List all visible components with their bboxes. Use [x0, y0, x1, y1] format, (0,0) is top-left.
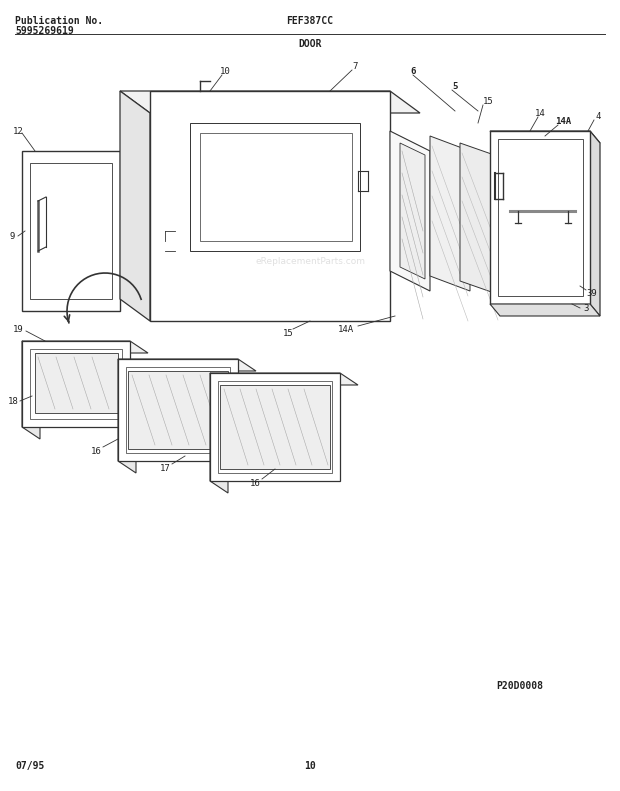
Polygon shape [120, 91, 420, 113]
Text: 6: 6 [410, 66, 415, 75]
Text: 5: 5 [453, 81, 458, 90]
Text: 10: 10 [304, 761, 316, 771]
Text: 16: 16 [91, 446, 102, 456]
Text: 14A: 14A [338, 324, 354, 334]
Polygon shape [490, 304, 600, 316]
Text: 17: 17 [159, 464, 170, 472]
Polygon shape [120, 91, 150, 321]
Text: 3: 3 [583, 304, 588, 312]
Polygon shape [22, 151, 120, 311]
Polygon shape [210, 373, 358, 385]
Polygon shape [150, 91, 390, 321]
Text: eReplacementParts.com: eReplacementParts.com [255, 256, 365, 266]
Polygon shape [400, 143, 425, 279]
Polygon shape [460, 143, 500, 295]
Text: 12: 12 [12, 127, 24, 135]
Text: 7: 7 [352, 62, 358, 70]
Text: 14: 14 [534, 108, 546, 118]
Polygon shape [210, 373, 340, 481]
Polygon shape [118, 359, 136, 473]
Polygon shape [22, 341, 130, 427]
Text: 15: 15 [283, 328, 293, 338]
Text: 19: 19 [12, 324, 24, 334]
Text: Publication No.: Publication No. [15, 16, 103, 26]
Polygon shape [430, 136, 470, 291]
Polygon shape [490, 131, 600, 143]
Polygon shape [220, 385, 330, 469]
Text: 5995269619: 5995269619 [15, 26, 74, 36]
Text: 10: 10 [219, 66, 231, 75]
Polygon shape [118, 359, 256, 371]
Text: 14A: 14A [555, 116, 571, 126]
Text: 07/95: 07/95 [15, 761, 45, 771]
Text: 15: 15 [482, 97, 494, 105]
Polygon shape [390, 131, 430, 291]
Polygon shape [22, 341, 148, 353]
Polygon shape [128, 371, 228, 449]
Polygon shape [118, 359, 238, 461]
Polygon shape [590, 131, 600, 316]
Text: 18: 18 [7, 396, 19, 406]
Text: FEF387CC: FEF387CC [286, 16, 334, 26]
Polygon shape [35, 353, 118, 413]
Text: 39: 39 [587, 289, 598, 297]
Text: DOOR: DOOR [298, 39, 322, 49]
Polygon shape [210, 373, 228, 493]
Polygon shape [22, 341, 40, 439]
Text: 9: 9 [9, 232, 15, 240]
Polygon shape [490, 131, 590, 304]
Text: 16: 16 [250, 479, 260, 487]
Text: P20D0008: P20D0008 [497, 681, 544, 691]
Text: 4: 4 [595, 112, 601, 120]
